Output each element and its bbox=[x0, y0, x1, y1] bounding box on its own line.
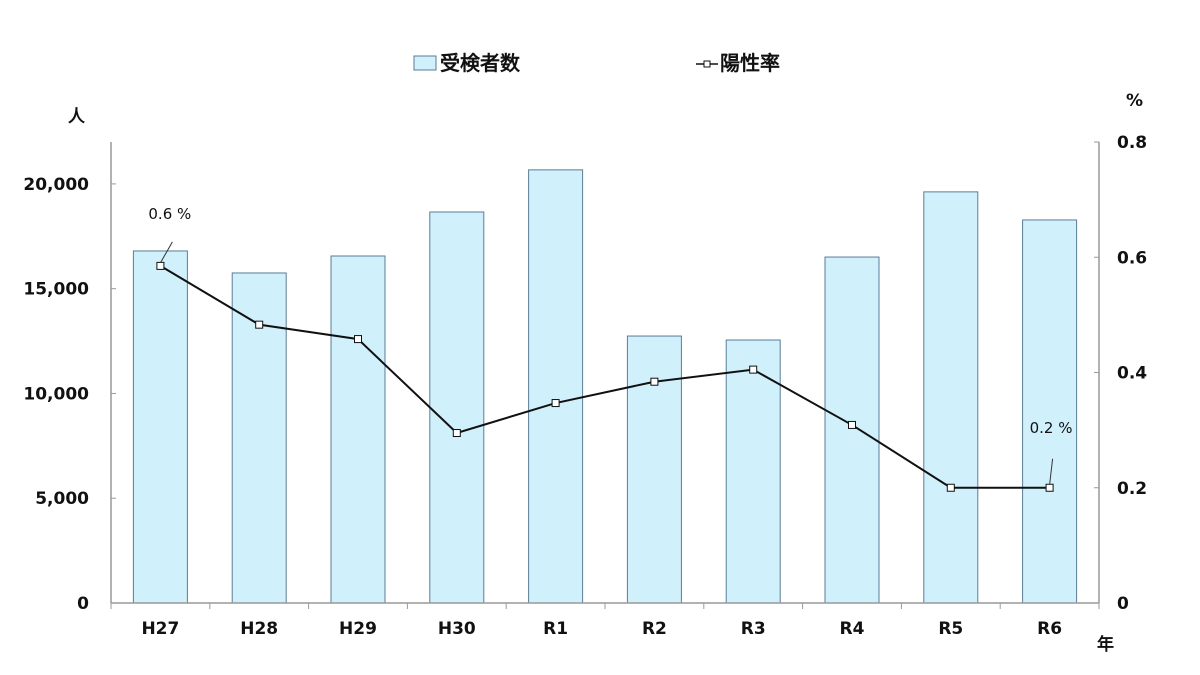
bar-H29 bbox=[330, 255, 386, 604]
marker-R4 bbox=[848, 420, 856, 429]
legend: 受検者数 陽性率 bbox=[413, 51, 780, 75]
right-tick-label: 0.8 bbox=[1117, 133, 1147, 153]
marker-H27 bbox=[156, 261, 165, 270]
left-axis: 0 5,000 10,000 15,000 20,000 bbox=[23, 142, 116, 614]
right-axis: 0 0.2 0.4 0.6 0.8 bbox=[1094, 133, 1147, 614]
bar-R3 bbox=[725, 339, 781, 604]
legend-line-marker-icon bbox=[703, 60, 711, 68]
legend-line-label: 陽性率 bbox=[720, 51, 780, 75]
annotation-label: 0.6 % bbox=[148, 205, 191, 223]
x-tick-label: H30 bbox=[438, 619, 476, 639]
marker-R1 bbox=[551, 399, 560, 408]
bar-H30 bbox=[429, 211, 485, 604]
bar-R5 bbox=[923, 191, 979, 604]
marker-H28 bbox=[255, 320, 264, 329]
right-tick-label: 0.4 bbox=[1117, 364, 1147, 384]
left-tick-label: 15,000 bbox=[23, 280, 89, 300]
bar-H27 bbox=[132, 250, 188, 604]
rate-line bbox=[159, 265, 1050, 489]
bar-R4 bbox=[824, 256, 880, 604]
x-tick-label: H27 bbox=[141, 619, 179, 639]
x-tick-label: R5 bbox=[938, 619, 963, 639]
bar-R2 bbox=[626, 335, 682, 604]
right-tick-label: 0.2 bbox=[1117, 479, 1147, 499]
annotations: 0.6 % 0.2 % bbox=[148, 205, 1072, 485]
left-tick-label: 5,000 bbox=[35, 489, 89, 509]
right-tick-label: 0 bbox=[1117, 594, 1129, 614]
marker-H30 bbox=[452, 429, 461, 438]
x-tick-label: H28 bbox=[240, 619, 278, 639]
marker-R6 bbox=[1045, 483, 1054, 492]
bar-R6 bbox=[1022, 219, 1078, 604]
x-tick-label: R6 bbox=[1037, 619, 1062, 639]
x-tick-label: R1 bbox=[543, 619, 568, 639]
annotation-leader bbox=[159, 241, 173, 264]
marker-R5 bbox=[946, 483, 955, 492]
bar-R1 bbox=[528, 169, 584, 604]
x-axis-unit: 年 bbox=[1097, 634, 1114, 655]
left-axis-unit: 人 bbox=[68, 107, 86, 127]
legend-bar-label: 受検者数 bbox=[440, 51, 521, 75]
line-series bbox=[156, 261, 1054, 492]
bar-series bbox=[132, 169, 1078, 604]
x-tick-label: R2 bbox=[642, 619, 667, 639]
right-axis-unit: % bbox=[1126, 91, 1143, 111]
x-tick-label: R4 bbox=[840, 619, 865, 639]
x-axis: H27 H28 H29 H30 R1 R2 R3 R4 R5 R6 bbox=[110, 602, 1100, 639]
x-tick-label: R3 bbox=[741, 619, 766, 639]
legend-bar-swatch bbox=[413, 55, 437, 71]
right-tick-label: 0.6 bbox=[1117, 248, 1147, 268]
marker-H29 bbox=[354, 335, 362, 344]
left-tick-label: 0 bbox=[77, 594, 89, 614]
annotation-leader bbox=[1049, 458, 1054, 485]
left-tick-label: 20,000 bbox=[23, 175, 89, 195]
x-tick-label: H29 bbox=[339, 619, 377, 639]
marker-R2 bbox=[650, 377, 659, 386]
annotation-label: 0.2 % bbox=[1030, 419, 1073, 437]
marker-R3 bbox=[749, 365, 758, 374]
left-tick-label: 10,000 bbox=[23, 384, 89, 404]
